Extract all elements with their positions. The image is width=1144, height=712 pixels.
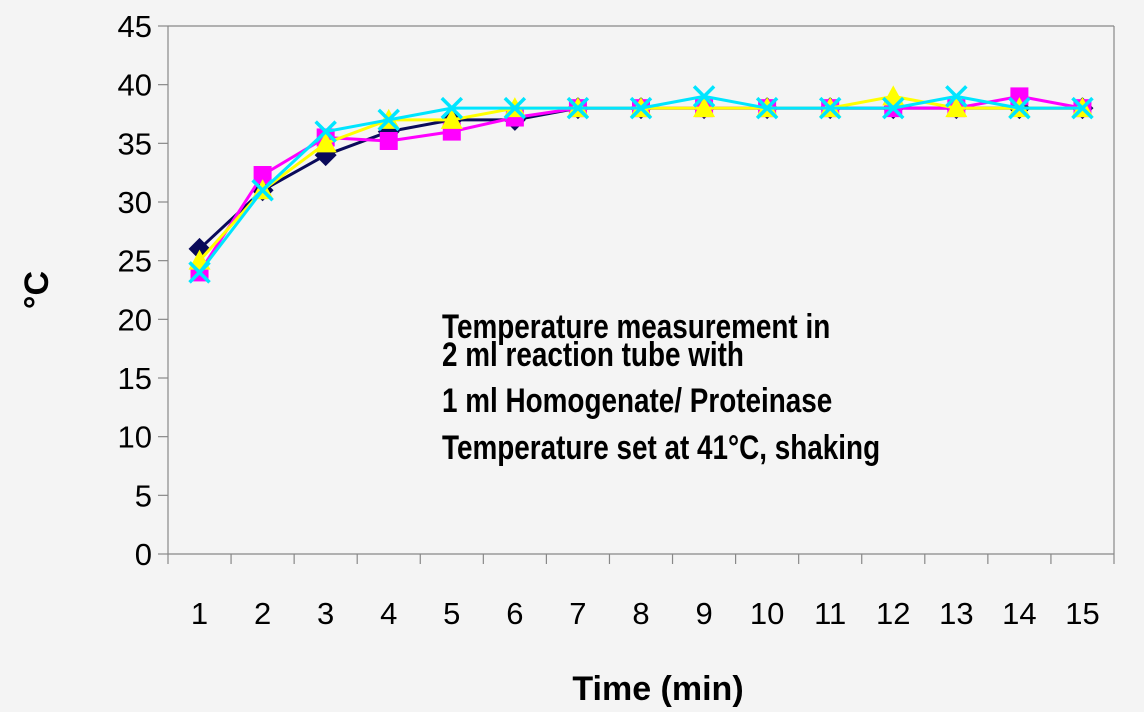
data-point-x — [882, 96, 905, 120]
series-1 — [188, 97, 1094, 260]
data-point-triangle — [945, 97, 968, 118]
data-point-square — [1010, 87, 1029, 106]
data-point-x — [503, 96, 527, 120]
y-tick-label: 10 — [118, 420, 152, 455]
y-tick-label: 15 — [118, 361, 152, 396]
x-tick-label: 11 — [814, 596, 846, 631]
annotation-line-4: Temperature set at 41°C, shaking — [442, 428, 880, 466]
data-point-x — [251, 179, 274, 202]
x-tick-label: 8 — [632, 596, 649, 631]
x-tick-label: 5 — [443, 596, 460, 631]
data-point-x — [314, 120, 337, 143]
data-point-x — [440, 96, 464, 120]
x-tick-label: 12 — [876, 596, 910, 631]
y-tick-label: 35 — [118, 126, 152, 161]
x-tick-label: 7 — [569, 596, 586, 631]
x-tick-label: 4 — [380, 596, 397, 631]
x-tick-label: 14 — [1002, 596, 1036, 631]
y-tick-label: 20 — [118, 302, 152, 337]
data-point-x — [188, 261, 211, 284]
y-tick-label: 45 — [118, 9, 152, 44]
y-tick-label: 40 — [118, 68, 152, 103]
series-layer — [188, 85, 1094, 284]
x-tick-label: 2 — [254, 596, 271, 631]
data-point-x — [945, 85, 968, 108]
series-3 — [188, 85, 1094, 270]
series-4 — [188, 85, 1094, 284]
x-tick-label: 13 — [939, 596, 973, 631]
y-tick-label: 25 — [118, 244, 152, 279]
data-point-x — [818, 96, 842, 120]
data-point-x — [377, 108, 400, 132]
series-line — [198, 94, 1083, 274]
x-axis-title: Time (min) — [572, 670, 743, 708]
x-tick-label: 10 — [750, 596, 784, 631]
data-point-triangle — [440, 108, 463, 129]
y-axis-title: °C — [18, 271, 56, 309]
x-tick-label: 15 — [1065, 596, 1099, 631]
data-point-square — [253, 166, 272, 185]
data-point-x — [629, 96, 653, 120]
series-line — [198, 94, 1083, 262]
x-tick-label: 9 — [695, 596, 712, 631]
x-tick-label: 6 — [506, 596, 523, 631]
annotation-line-2: 2 ml reaction tube with — [442, 335, 744, 373]
data-point-x — [692, 85, 716, 108]
data-point-square — [379, 131, 398, 150]
x-tick-label: 1 — [191, 596, 208, 631]
data-point-x — [1008, 96, 1031, 120]
x-tick-label: 3 — [317, 596, 334, 631]
data-point-triangle — [314, 132, 337, 153]
annotation-line-1: Temperature measurement in — [442, 307, 830, 345]
data-point-x — [1071, 96, 1094, 120]
annotation-line-3: 1 ml Homogenate/ Proteinase — [442, 381, 832, 419]
y-tick-label: 5 — [135, 478, 152, 513]
y-tick-label: 30 — [118, 185, 152, 220]
data-point-triangle — [693, 97, 716, 118]
y-tick-label: 0 — [135, 537, 152, 572]
data-point-x — [566, 96, 590, 120]
data-point-x — [755, 96, 779, 120]
series-line — [198, 94, 1083, 274]
annotation: Temperature measurement in2 ml reaction … — [442, 307, 880, 466]
